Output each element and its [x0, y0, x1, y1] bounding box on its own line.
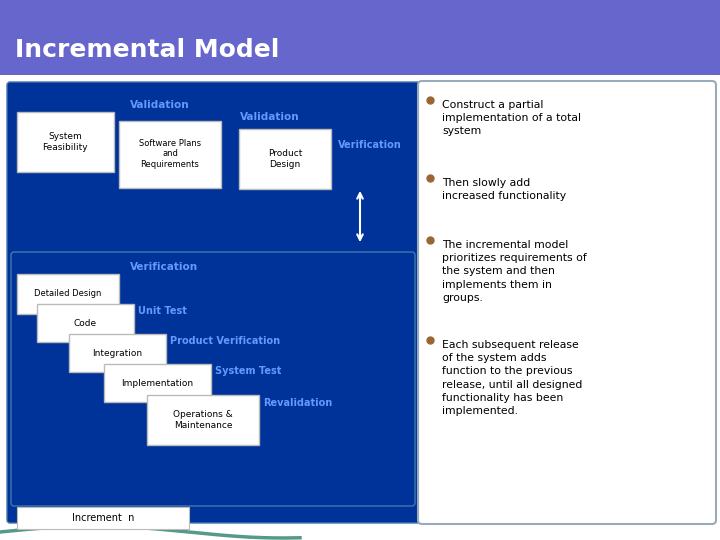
Text: System Test: System Test	[215, 366, 282, 376]
Text: Verification: Verification	[130, 262, 198, 272]
Text: Code: Code	[73, 319, 96, 327]
FancyBboxPatch shape	[17, 507, 189, 529]
Text: Validation: Validation	[240, 112, 300, 122]
Text: Each subsequent release
of the system adds
function to the previous
release, unt: Each subsequent release of the system ad…	[442, 340, 582, 416]
FancyBboxPatch shape	[17, 112, 114, 172]
Text: Unit Test: Unit Test	[138, 306, 187, 316]
Text: Incremental Model: Incremental Model	[15, 38, 279, 62]
FancyBboxPatch shape	[7, 82, 421, 523]
Text: Verification: Verification	[338, 140, 402, 150]
FancyBboxPatch shape	[418, 81, 716, 524]
FancyBboxPatch shape	[119, 121, 221, 188]
FancyBboxPatch shape	[69, 334, 166, 372]
FancyBboxPatch shape	[239, 129, 331, 189]
Text: Operations &
Maintenance: Operations & Maintenance	[173, 410, 233, 430]
Text: Detailed Design: Detailed Design	[35, 289, 102, 299]
Text: Integration: Integration	[92, 348, 142, 357]
FancyBboxPatch shape	[104, 364, 211, 402]
Text: Product Verification: Product Verification	[170, 336, 280, 346]
FancyBboxPatch shape	[11, 252, 415, 506]
Text: Construct a partial
implementation of a total
system: Construct a partial implementation of a …	[442, 100, 581, 137]
Text: Validation: Validation	[130, 100, 189, 110]
Text: Revalidation: Revalidation	[263, 398, 332, 408]
Text: Implementation: Implementation	[121, 379, 193, 388]
Bar	[0, 75, 720, 540]
FancyBboxPatch shape	[17, 274, 119, 314]
Text: The incremental model
prioritizes requirements of
the system and then
implements: The incremental model prioritizes requir…	[442, 240, 587, 303]
FancyBboxPatch shape	[37, 304, 134, 342]
Text: Product
Design: Product Design	[268, 149, 302, 168]
Bar	[0, 0, 720, 75]
Text: Then slowly add
increased functionality: Then slowly add increased functionality	[442, 178, 566, 201]
Text: System
Feasibility: System Feasibility	[42, 132, 88, 152]
Text: Increment  n: Increment n	[72, 513, 134, 523]
Text: Software Plans
and
Requirements: Software Plans and Requirements	[139, 139, 201, 169]
FancyBboxPatch shape	[147, 395, 259, 445]
